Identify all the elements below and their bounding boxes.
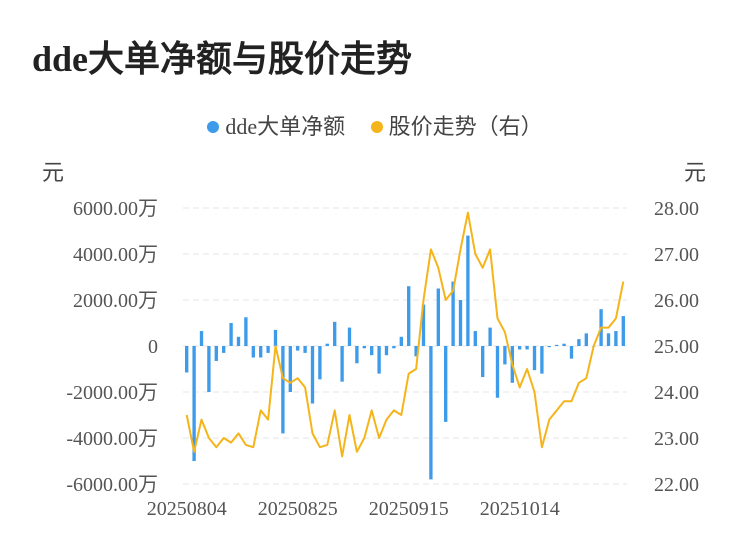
dde-bar xyxy=(569,346,574,359)
dde-bar xyxy=(473,331,477,346)
right-tick-label: 25.00 xyxy=(654,336,699,358)
dde-bar xyxy=(399,336,403,346)
right-tick-label: 22.00 xyxy=(654,474,699,496)
dde-bar xyxy=(288,346,292,392)
price-line xyxy=(185,211,625,458)
dde-bar xyxy=(518,346,522,350)
dde-bar xyxy=(318,346,322,380)
dde-bar xyxy=(606,333,611,346)
legend-item-dde[interactable]: dde大单净额 xyxy=(207,109,345,141)
left-axis-unit: 元 xyxy=(42,160,65,185)
dde-bar xyxy=(458,300,463,346)
dde-bar xyxy=(370,346,374,356)
dde-bar xyxy=(488,327,492,346)
dde-bar xyxy=(273,329,278,346)
left-tick-label: 4000.00万 xyxy=(73,244,158,266)
left-tick-label: -2000.00万 xyxy=(66,382,158,404)
dde-bar xyxy=(481,346,485,378)
right-tick-label: 26.00 xyxy=(654,290,699,312)
dde-bar xyxy=(614,331,618,346)
dde-bar xyxy=(229,323,233,346)
left-tick-label: 6000.00万 xyxy=(73,198,158,220)
left-tick-label: 2000.00万 xyxy=(73,290,158,312)
dde-bar xyxy=(421,304,426,346)
legend-label-dde: dde大单净额 xyxy=(225,114,346,139)
dde-bar xyxy=(214,346,218,361)
dde-bar xyxy=(281,346,285,434)
dde-bar xyxy=(325,343,329,346)
dde-bar xyxy=(199,331,204,346)
dde-bar xyxy=(436,288,440,346)
right-axis-unit: 元 xyxy=(684,160,707,185)
x-tick-label: 20250825 xyxy=(258,498,338,520)
dde-bar xyxy=(451,281,455,346)
chart-legend: dde大单净额 股价走势（右） xyxy=(0,109,750,141)
dde-bar xyxy=(562,343,566,346)
right-tick-label: 23.00 xyxy=(654,428,699,450)
dde-bar xyxy=(347,327,352,346)
x-tick-label: 20250915 xyxy=(369,498,449,520)
legend-item-price[interactable]: 股价走势（右） xyxy=(370,109,543,141)
right-tick-label: 24.00 xyxy=(654,382,699,404)
dde-bar xyxy=(236,336,241,346)
dde-bar xyxy=(310,346,315,404)
dde-bar xyxy=(384,346,389,356)
dde-bar xyxy=(266,346,270,353)
dde-bar xyxy=(555,344,559,346)
x-tick-label: 20251014 xyxy=(480,498,560,520)
dde-bar xyxy=(244,317,248,346)
legend-dot-price-icon xyxy=(370,120,383,133)
left-tick-label: 0 xyxy=(148,336,158,358)
right-tick-label: 28.00 xyxy=(654,198,699,220)
dde-bar xyxy=(192,346,196,461)
dde-bar xyxy=(333,321,337,346)
right-tick-label: 27.00 xyxy=(654,244,699,266)
dde-bar xyxy=(355,346,359,364)
dde-bar xyxy=(296,346,300,351)
dde-bar xyxy=(414,346,418,357)
dde-bar xyxy=(532,346,537,371)
dde-bar xyxy=(540,346,544,374)
dde-bar xyxy=(547,346,551,348)
dde-bar xyxy=(259,346,263,358)
dde-bar xyxy=(525,346,529,350)
left-tick-label: -6000.00万 xyxy=(66,474,158,496)
dde-bar xyxy=(444,346,448,422)
dde-bar xyxy=(303,346,307,353)
dde-bar xyxy=(495,346,500,398)
dde-bar xyxy=(377,346,381,374)
dde-bar xyxy=(429,346,433,480)
dde-bar xyxy=(222,346,226,353)
dde-bar xyxy=(392,346,396,349)
dde-bar xyxy=(251,346,255,358)
dde-bar xyxy=(207,346,211,392)
dde-bar xyxy=(503,346,507,365)
dde-bar xyxy=(466,235,470,346)
dde-bar xyxy=(407,286,411,346)
left-tick-label: -4000.00万 xyxy=(66,428,158,450)
dde-bar xyxy=(340,346,344,382)
dde-bar xyxy=(621,316,625,346)
dde-bar xyxy=(577,339,581,346)
dde-bar xyxy=(185,346,189,373)
dde-bar xyxy=(584,333,588,346)
dde-bar xyxy=(362,346,366,349)
legend-dot-dde-icon xyxy=(207,120,220,133)
chart-title: dde大单净额与股价走势 xyxy=(32,39,413,79)
x-tick-label: 20250804 xyxy=(147,498,227,520)
legend-label-price: 股价走势（右） xyxy=(388,114,543,139)
